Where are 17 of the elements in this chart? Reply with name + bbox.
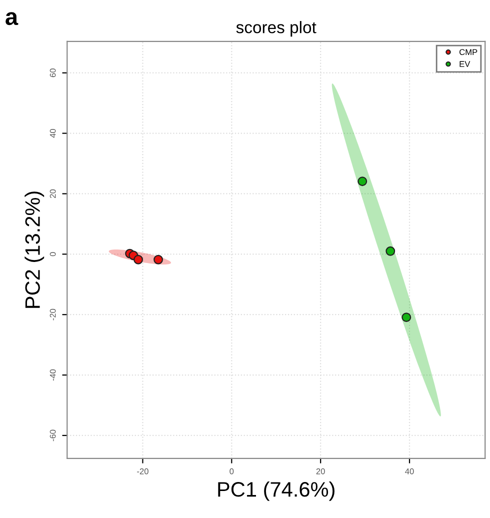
text: a [6,12,18,26]
y-tick-label: -40 [50,369,56,381]
y-tick-label: -60 [50,430,56,442]
x-tick-label: 20 [316,468,325,474]
legend-label: EV [460,61,470,67]
y-tick-label: -20 [50,308,56,320]
y-tick-label: 20 [50,189,56,198]
y-tick-label: 60 [50,68,56,78]
x-axis-title: PC1 (74.6%) [218,481,334,501]
y-tick-label: 40 [50,128,56,138]
x-tick-label: 0 [230,468,234,474]
chart-title: scores plot [236,21,316,37]
x-tick-label: -20 [137,468,148,474]
y-axis-title: PC2 (13.2%) [24,192,44,308]
y-tick-label: 0 [50,252,56,256]
legend-label: CMP [460,49,478,56]
x-tick-label: 40 [405,468,414,474]
